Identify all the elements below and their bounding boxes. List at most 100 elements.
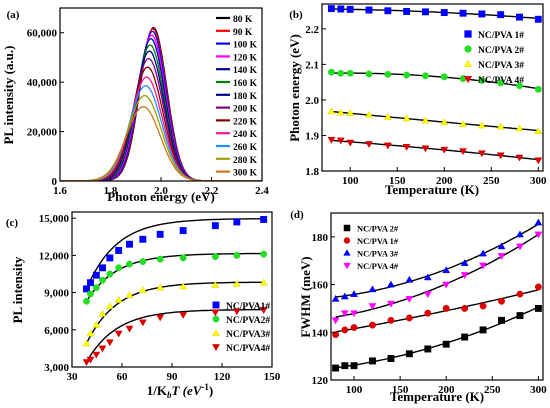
legend-marker <box>464 30 472 38</box>
data-point <box>369 357 376 365</box>
data-point <box>402 144 411 151</box>
data-point <box>327 68 335 76</box>
data-point <box>331 294 340 302</box>
data-point <box>341 362 349 370</box>
legend-label: 300 K <box>233 169 258 179</box>
data-point <box>498 297 505 305</box>
fit-line <box>331 110 539 132</box>
x-tick-label: 300 <box>530 384 547 396</box>
data-point <box>106 254 114 262</box>
data-point <box>405 314 413 322</box>
data-point <box>423 273 432 281</box>
data-point <box>211 309 220 317</box>
data-point <box>350 290 358 297</box>
panel-label: (b) <box>289 9 303 21</box>
panel-frame <box>71 211 273 368</box>
data-point <box>405 296 414 303</box>
data-point <box>126 240 133 248</box>
y-tick-label: 20,000 <box>27 127 58 139</box>
data-point <box>350 324 358 331</box>
data-point <box>139 235 147 243</box>
legend-label: 140 K <box>233 66 258 76</box>
legend-label: NC/PVA 2# <box>357 224 399 234</box>
data-point <box>86 356 95 364</box>
x-tick-label: 250 <box>483 175 500 187</box>
x-tick-label: 150 <box>389 175 406 187</box>
data-point <box>440 9 448 16</box>
data-point <box>332 331 340 339</box>
data-point <box>496 122 505 130</box>
data-point <box>87 290 94 298</box>
data-point <box>92 320 101 328</box>
data-point <box>260 215 268 223</box>
data-point <box>115 246 123 254</box>
legend-label: 120 K <box>233 53 258 63</box>
data-point <box>383 112 392 120</box>
data-point <box>442 266 451 274</box>
data-point <box>156 255 164 263</box>
data-point <box>260 250 268 258</box>
y-tick-label: 140 <box>312 327 329 339</box>
data-point <box>387 355 395 362</box>
data-point <box>534 231 543 239</box>
data-point <box>98 345 107 353</box>
data-point <box>534 157 543 165</box>
y-tick-label: 1.8 <box>305 166 319 178</box>
data-point <box>105 302 114 310</box>
legend-label: 180 K <box>233 92 258 102</box>
data-point <box>421 145 430 153</box>
data-point <box>179 312 188 319</box>
data-point <box>368 303 377 311</box>
data-point <box>516 230 524 238</box>
legend-marker <box>463 59 473 67</box>
x-axis-label: Temperature (K) <box>390 389 484 404</box>
data-point <box>479 249 488 257</box>
data-point <box>421 116 430 124</box>
data-point <box>479 262 488 270</box>
data-point <box>336 108 345 116</box>
y-axis-label: PL intensity (a.u.) <box>1 46 16 145</box>
y-tick-label: 1.9 <box>305 130 319 142</box>
data-point <box>114 296 123 303</box>
data-point <box>139 258 147 266</box>
data-point <box>92 284 100 292</box>
fit-line <box>331 139 539 161</box>
y-tick-label: 180 <box>312 232 329 244</box>
legend-label: 280 K <box>233 156 258 166</box>
data-point <box>259 278 268 286</box>
data-point <box>424 345 432 353</box>
data-point <box>386 280 395 288</box>
data-point <box>138 286 147 293</box>
data-point <box>421 72 429 80</box>
data-point <box>461 304 469 312</box>
panel-2: 30 60 90 120 150 3,000 6,000 9,000 12,000 15,000 N… <box>39 213 281 383</box>
data-point <box>403 8 411 15</box>
y-axis-label: Photon energy (eV) <box>287 34 302 142</box>
data-point <box>365 70 373 78</box>
data-point <box>534 85 542 93</box>
x-axis-label-part: ) <box>209 383 213 398</box>
data-point <box>384 70 392 78</box>
spectrum-line-12 <box>60 106 262 182</box>
y-tick-label: 60,000 <box>27 28 58 40</box>
x-tick-label: 2.4 <box>255 185 269 197</box>
data-point <box>233 251 241 259</box>
panel-frame <box>330 212 544 381</box>
x-tick-label: 100 <box>342 175 359 187</box>
data-point <box>125 291 134 298</box>
data-point <box>516 243 524 251</box>
x-axis-label: 1/KbT (eV-1) <box>147 382 214 400</box>
legend-label: 80 K <box>233 15 253 25</box>
data-point <box>346 69 354 77</box>
x-axis-label-part: b <box>167 390 172 400</box>
data-point <box>346 5 354 13</box>
legend-marker <box>212 315 220 323</box>
legend-label: 100 K <box>233 41 258 51</box>
legend-label: NC/PVA 3# <box>478 61 524 71</box>
x-tick-label: 300 <box>530 175 547 187</box>
legend-label: 260 K <box>233 143 258 153</box>
panel-label: (c) <box>6 217 19 229</box>
panel-3: 100 150 200 250 300 120 140 160 180 NC/PVA 2# NC/P… <box>312 218 547 396</box>
data-point <box>99 264 106 272</box>
